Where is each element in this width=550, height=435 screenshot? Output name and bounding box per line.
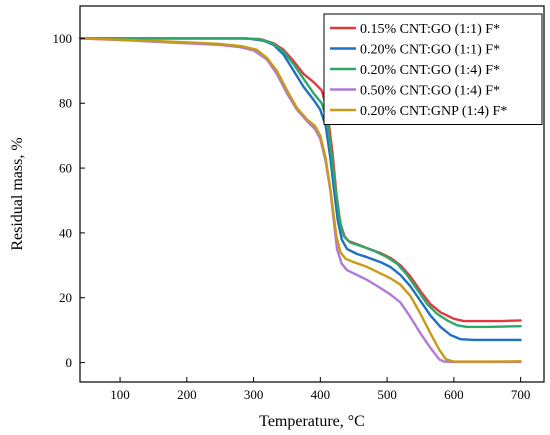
y-tick-label: 100 [53, 31, 73, 46]
x-tick-label: 700 [511, 387, 531, 402]
y-tick-label: 40 [59, 225, 72, 240]
plot-area [78, 37, 522, 364]
legend-label: 0.20% CNT:GNP (1:4) F* [360, 104, 507, 119]
x-tick-label: 300 [244, 387, 264, 402]
y-tick-label: 0 [66, 355, 73, 370]
y-tick-label: 60 [59, 161, 72, 176]
legend-label: 0.20% CNT:GO (1:1) F* [360, 43, 500, 58]
plot-frame [79, 5, 545, 383]
legend: 0.15% CNT:GO (1:1) F* 0.20% CNT:GO (1:1) … [323, 13, 543, 125]
y-axis: 0 20 40 60 80 100 [53, 31, 85, 370]
x-tick-label: 600 [444, 387, 464, 402]
legend-label: 0.20% CNT:GO (1:4) F* [360, 63, 500, 78]
y-tick-label: 80 [59, 96, 72, 111]
legend-box [323, 13, 543, 125]
series-line-3 [78, 37, 522, 329]
series-line-5 [78, 37, 522, 363]
y-axis-title: Residual mass, % [9, 137, 26, 250]
x-axis-title: Temperature, °C [259, 413, 365, 430]
x-tick-label: 200 [177, 387, 197, 402]
y-tick-label: 20 [59, 290, 72, 305]
legend-label: 0.50% CNT:GO (1:4) F* [360, 84, 500, 99]
x-tick-label: 100 [110, 387, 130, 402]
x-axis: 100 200 300 400 500 600 700 [110, 377, 530, 402]
legend-label: 0.15% CNT:GO (1:1) F* [360, 22, 500, 37]
x-tick-label: 500 [377, 387, 397, 402]
x-tick-label: 400 [311, 387, 331, 402]
